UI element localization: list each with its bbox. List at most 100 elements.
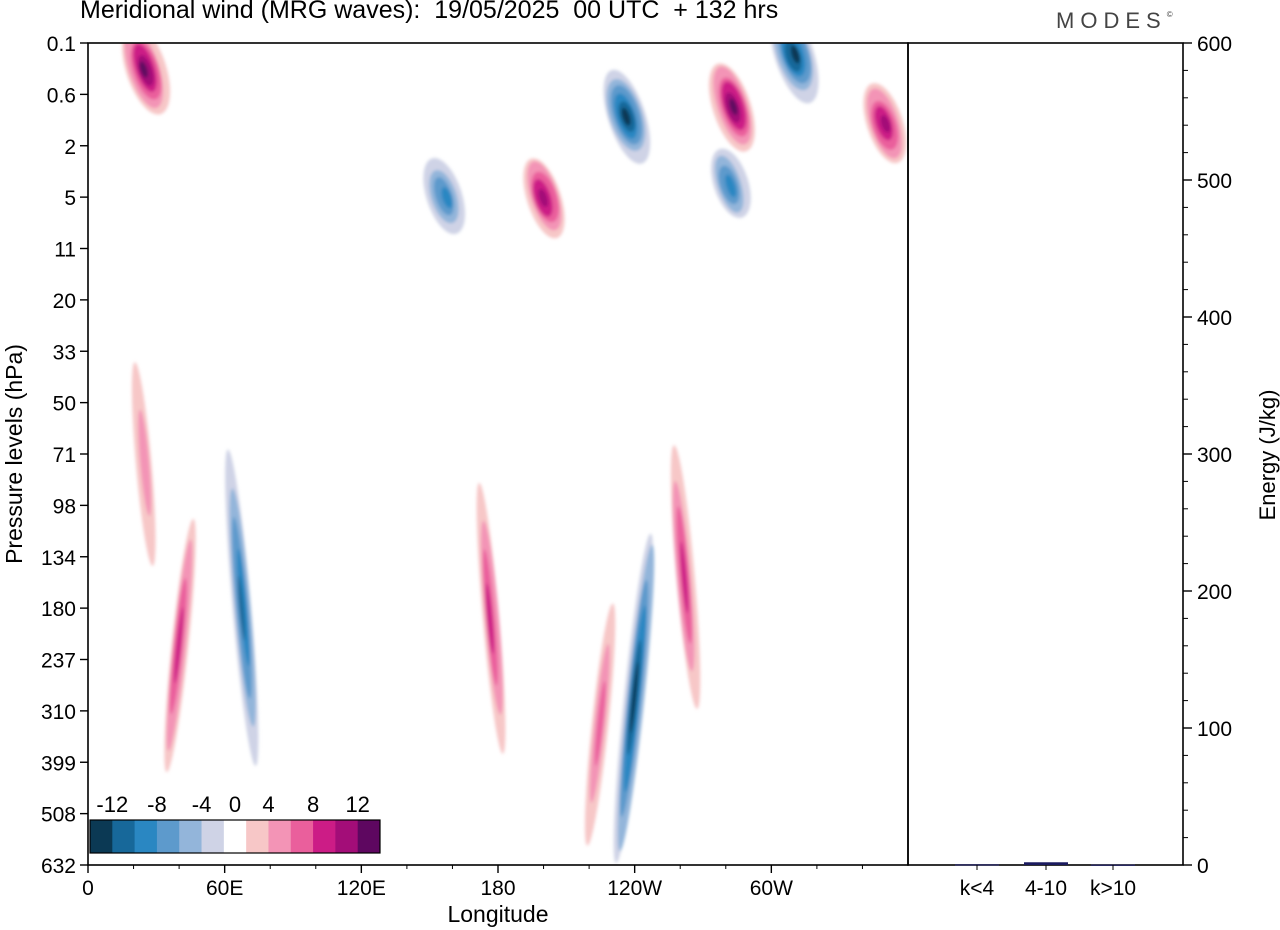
y-tick-label: 71 [53, 444, 76, 467]
contour-band [630, 662, 639, 734]
y-tick-label: 11 [54, 239, 76, 262]
colorbar-swatch [357, 820, 381, 853]
y-tick-label: 399 [41, 752, 76, 775]
colorbar-swatch [335, 820, 359, 853]
colorbar-label: -12 [96, 792, 128, 817]
y-tick-label: 50 [53, 393, 76, 416]
colorbar-swatch [246, 820, 269, 853]
x-axis-label: Longitude [447, 901, 548, 927]
energy-frame [907, 42, 1184, 866]
energy-category-label: k>10 [1090, 877, 1136, 900]
energy-tick-label: 500 [1197, 170, 1232, 193]
x-tick-label: 60E [206, 877, 243, 900]
contour-feature [131, 362, 156, 566]
contour-feature [523, 158, 565, 239]
energy-tick-label: 400 [1197, 307, 1232, 330]
colorbar-label: -4 [192, 792, 212, 817]
colorbar-swatch [201, 820, 225, 853]
colorbar-swatch [290, 820, 314, 853]
colorbar-swatch [179, 820, 202, 853]
y-tick-label: 180 [41, 598, 76, 621]
contour-feature [863, 83, 907, 164]
colorbar-label: 8 [307, 792, 319, 817]
contour-band [138, 409, 152, 516]
contour-field [122, 43, 907, 864]
contour-band [139, 61, 148, 78]
modes-logo: MODES© [1056, 8, 1173, 34]
contour-band [621, 107, 631, 126]
contour-feature [708, 63, 755, 152]
contour-feature [670, 445, 701, 709]
y-tick-label: 33 [53, 341, 76, 364]
energy-panel: 0 100 200 300 400 500 600 Energy (J/kg) k<4 4-10 k… [907, 33, 1280, 900]
x-tick-label: 180 [480, 877, 515, 900]
contour-feature [122, 43, 171, 115]
contour-band [880, 115, 891, 133]
colorbar-label: 4 [262, 792, 274, 817]
energy-tick-label: 0 [1197, 855, 1209, 878]
contour-band [485, 583, 494, 654]
energy-bar [1024, 862, 1068, 865]
contour-band [237, 548, 251, 667]
colorbar: -12 -8 -4 0 4 8 12 [89, 792, 381, 854]
axes: 0.1 0.6 2 5 11 20 33 50 71 98 134 180 237 310 399 508 63… [1, 33, 909, 927]
contour-band [538, 188, 549, 208]
colorbar-label: 0 [229, 792, 241, 817]
contour-band [594, 681, 606, 766]
y-tick-label: 508 [41, 804, 76, 827]
energy-category-label: 4-10 [1025, 877, 1067, 900]
contour-feature [225, 449, 259, 766]
map-frame [87, 42, 909, 866]
energy-axis-label: Energy (J/kg) [1255, 390, 1280, 521]
x-tick-label: 120E [337, 877, 386, 900]
contour-band [725, 174, 737, 198]
energy-tick-label: 100 [1197, 718, 1232, 741]
colorbar-swatch [112, 820, 136, 853]
contour-band [729, 98, 738, 116]
y-axis-label: Pressure levels (hPa) [1, 344, 27, 564]
x-tick-label: 0 [82, 877, 94, 900]
colorbar-swatch [134, 820, 158, 853]
y-tick-label: 310 [41, 701, 76, 724]
contour-feature [603, 69, 651, 164]
y-tick-label: 5 [64, 187, 76, 210]
colorbar-swatch [156, 820, 180, 853]
y-tick-label: 0.6 [47, 84, 76, 107]
colorbar-swatch [223, 820, 247, 853]
contour-band [441, 187, 453, 209]
contour-feature [476, 482, 506, 754]
x-tick-label: 120W [607, 877, 662, 900]
y-tick-label: 134 [41, 547, 76, 570]
contour-band [680, 541, 689, 614]
colorbar-swatch [90, 820, 113, 853]
y-tick-label: 98 [53, 495, 76, 518]
contour-feature [770, 43, 819, 104]
energy-tick-label: 200 [1197, 581, 1232, 604]
energy-category-label: k<4 [960, 877, 995, 900]
contour-feature [164, 518, 196, 773]
contour-feature [711, 148, 751, 218]
energy-tick-label: 300 [1197, 444, 1232, 467]
chart-title: Meridional wind (MRG waves): 19/05/2025 … [80, 0, 779, 24]
colorbar-swatch [313, 820, 336, 853]
y-tick-label: 0.1 [47, 33, 76, 56]
colorbar-label: -8 [147, 792, 167, 817]
x-tick-label: 60W [750, 877, 793, 900]
energy-bar [955, 864, 999, 866]
contour-feature [613, 533, 655, 864]
contour-band [237, 575, 246, 641]
colorbar-swatch [268, 820, 292, 853]
y-tick-label: 237 [41, 650, 76, 673]
y-tick-label: 2 [64, 136, 76, 159]
contour-feature [584, 603, 616, 846]
y-tick-label: 632 [41, 855, 76, 878]
colorbar-frame [89, 819, 381, 854]
energy-tick-label: 600 [1197, 33, 1232, 56]
contour-band [790, 45, 801, 64]
contour-band [174, 607, 184, 684]
contour-feature [423, 158, 466, 235]
logo-text: MODES [1056, 8, 1167, 33]
y-tick-label: 20 [53, 290, 76, 313]
logo-mark: © [1166, 10, 1173, 19]
